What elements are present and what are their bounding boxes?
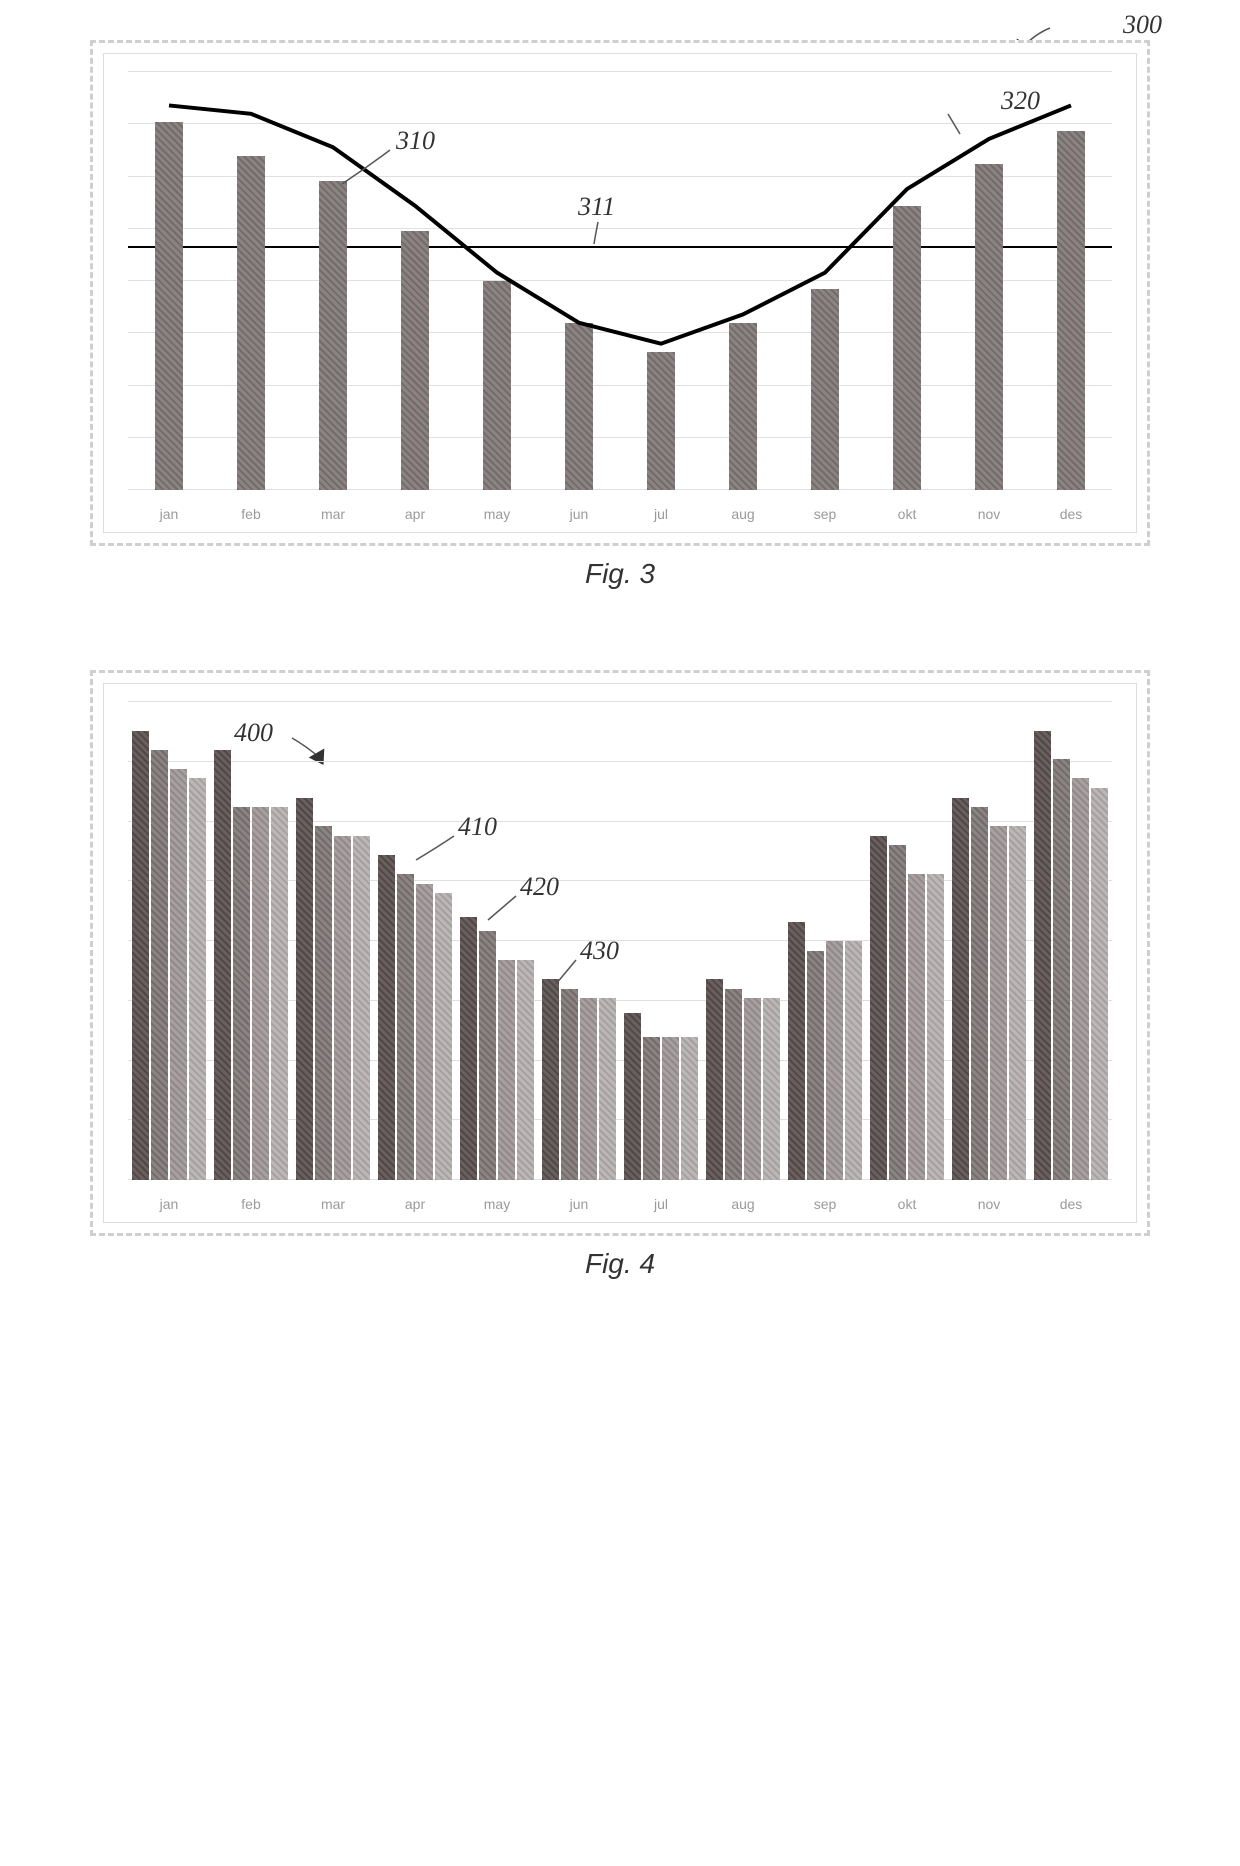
figure-4-box: 400 410 420 430 — [90, 670, 1150, 1236]
x-label: sep — [784, 506, 866, 522]
x-label: jul — [620, 1196, 702, 1212]
x-label: sep — [784, 1196, 866, 1212]
figure-3-inner: 310 311 320 janfebmaraprmayjunjulaugsepo… — [103, 53, 1137, 533]
x-label: mar — [292, 506, 374, 522]
x-label: jun — [538, 1196, 620, 1212]
x-label: apr — [374, 1196, 456, 1212]
leader-430 — [128, 702, 1112, 1180]
x-label: nov — [948, 506, 1030, 522]
figure-3-wrap: 300 310 311 — [90, 40, 1150, 590]
x-label: jul — [620, 506, 702, 522]
figure-4-inner: 400 410 420 430 — [103, 683, 1137, 1223]
figure-3-box: 310 311 320 janfebmaraprmayjunjulaugsepo… — [90, 40, 1150, 546]
x-label: aug — [702, 1196, 784, 1212]
figure-3-xaxis: janfebmaraprmayjunjulaugsepoktnovdes — [128, 506, 1112, 522]
x-label: may — [456, 506, 538, 522]
leader-320 — [128, 72, 1112, 490]
x-label: mar — [292, 1196, 374, 1212]
figure-4-wrap: 400 410 420 430 — [90, 670, 1150, 1280]
x-label: aug — [702, 506, 784, 522]
x-label: okt — [866, 506, 948, 522]
figure-4-plot: 410 420 430 — [128, 702, 1112, 1180]
x-label: may — [456, 1196, 538, 1212]
x-label: des — [1030, 1196, 1112, 1212]
x-label: feb — [210, 506, 292, 522]
x-label: feb — [210, 1196, 292, 1212]
x-label: jun — [538, 506, 620, 522]
figure-4-xaxis: janfebmaraprmayjunjulaugsepoktnovdes — [128, 1196, 1112, 1212]
x-label: nov — [948, 1196, 1030, 1212]
x-label: jan — [128, 506, 210, 522]
figure-3-plot: 310 311 320 — [128, 72, 1112, 490]
figure-4-caption: Fig. 4 — [90, 1248, 1150, 1280]
x-label: okt — [866, 1196, 948, 1212]
x-label: jan — [128, 1196, 210, 1212]
x-label: apr — [374, 506, 456, 522]
x-label: des — [1030, 506, 1112, 522]
callout-300: 300 — [1123, 10, 1162, 40]
